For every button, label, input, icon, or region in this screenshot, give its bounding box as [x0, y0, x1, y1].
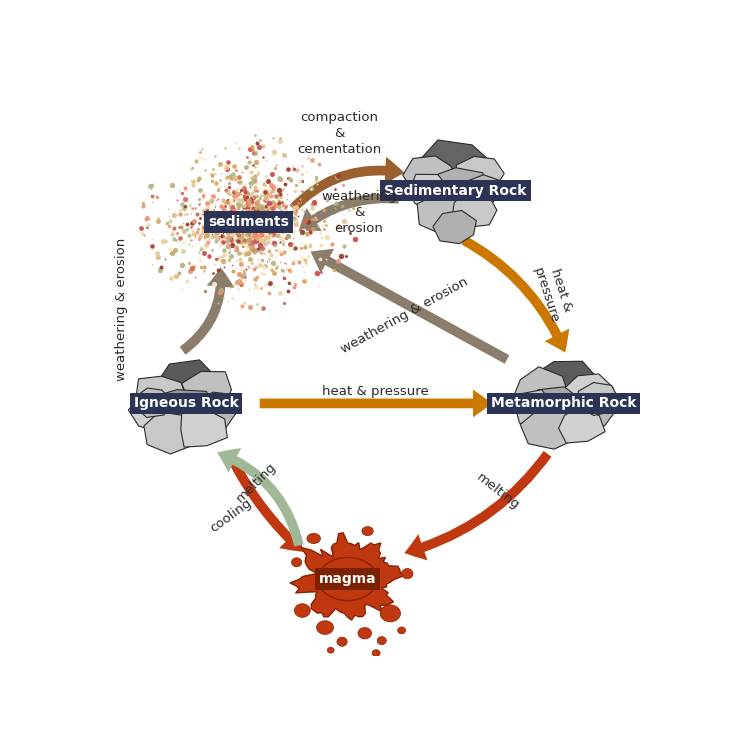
Text: magma: magma	[319, 573, 376, 587]
Text: Metamorphic Rock: Metamorphic Rock	[491, 397, 636, 411]
Polygon shape	[181, 371, 231, 409]
Text: heat & pressure: heat & pressure	[321, 385, 429, 398]
Polygon shape	[419, 140, 492, 192]
FancyArrowPatch shape	[404, 451, 551, 560]
Text: weathering & erosion: weathering & erosion	[116, 238, 129, 381]
Text: heat &
pressure: heat & pressure	[531, 261, 576, 325]
Polygon shape	[534, 361, 600, 413]
Ellipse shape	[358, 628, 371, 639]
Polygon shape	[417, 194, 478, 235]
Ellipse shape	[372, 650, 380, 657]
Polygon shape	[516, 390, 556, 426]
Polygon shape	[433, 211, 476, 244]
Text: melting: melting	[474, 471, 522, 512]
Ellipse shape	[337, 638, 347, 646]
Polygon shape	[569, 395, 615, 427]
FancyArrowPatch shape	[311, 248, 510, 364]
Ellipse shape	[317, 621, 333, 635]
Text: sediments: sediments	[208, 214, 289, 228]
Text: compaction
&
cementation: compaction & cementation	[297, 111, 381, 156]
Ellipse shape	[377, 637, 386, 645]
FancyArrowPatch shape	[225, 452, 303, 552]
Ellipse shape	[327, 647, 334, 653]
Ellipse shape	[294, 604, 310, 618]
Polygon shape	[136, 388, 172, 417]
Ellipse shape	[307, 534, 321, 544]
Polygon shape	[144, 412, 194, 454]
Polygon shape	[520, 406, 578, 449]
Polygon shape	[403, 156, 458, 197]
Ellipse shape	[380, 605, 401, 622]
Polygon shape	[129, 394, 180, 433]
Polygon shape	[559, 405, 605, 443]
Text: weathering
&
erosion: weathering & erosion	[321, 189, 397, 234]
Polygon shape	[456, 156, 504, 192]
FancyArrowPatch shape	[180, 267, 234, 354]
FancyArrowPatch shape	[290, 157, 404, 212]
Polygon shape	[578, 383, 619, 416]
Text: cooling: cooling	[208, 496, 255, 534]
FancyArrowPatch shape	[217, 448, 304, 547]
Polygon shape	[181, 409, 228, 447]
FancyArrowPatch shape	[260, 390, 492, 417]
Ellipse shape	[362, 526, 373, 536]
Ellipse shape	[318, 557, 377, 601]
Text: weathering & erosion: weathering & erosion	[339, 275, 470, 356]
Ellipse shape	[401, 568, 413, 579]
Text: Igneous Rock: Igneous Rock	[134, 397, 238, 411]
Text: Sedimentary Rock: Sedimentary Rock	[384, 184, 527, 198]
Polygon shape	[136, 376, 187, 416]
Ellipse shape	[398, 627, 406, 634]
Ellipse shape	[292, 558, 302, 567]
Polygon shape	[452, 189, 497, 227]
Polygon shape	[430, 168, 489, 209]
Text: melting: melting	[233, 461, 278, 506]
Polygon shape	[565, 374, 613, 411]
FancyArrowPatch shape	[461, 236, 569, 352]
Polygon shape	[525, 387, 585, 432]
Polygon shape	[189, 392, 237, 427]
Polygon shape	[513, 367, 569, 409]
Polygon shape	[290, 533, 404, 620]
Polygon shape	[148, 390, 216, 434]
FancyArrowPatch shape	[299, 193, 399, 231]
Polygon shape	[410, 175, 451, 213]
Polygon shape	[465, 175, 501, 207]
Polygon shape	[157, 360, 218, 413]
